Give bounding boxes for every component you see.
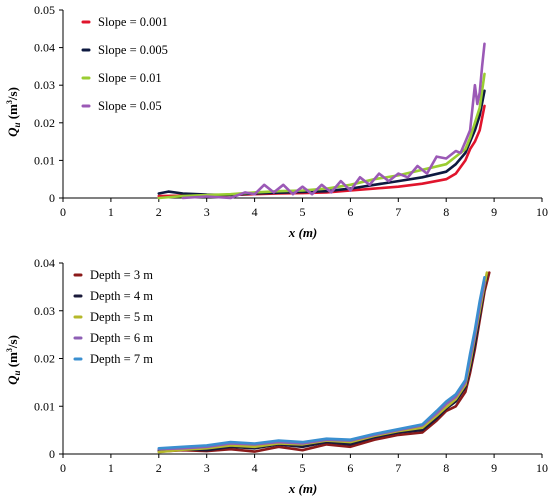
x-tick-label: 6 <box>347 461 353 475</box>
y-tick-label: 0.03 <box>34 304 55 318</box>
y-tick-label: 0.01 <box>34 153 55 167</box>
legend-label: Depth = 5 m <box>90 310 153 324</box>
x-axis-label: x (m) <box>288 481 318 496</box>
x-tick-label: 4 <box>252 461 258 475</box>
x-tick-label: 3 <box>204 461 210 475</box>
y-tick-label: 0.01 <box>34 399 55 413</box>
legend: Depth = 3 m Depth = 4 m Depth = 5 m Depth =… <box>73 268 153 366</box>
x-tick-label: 3 <box>204 205 210 219</box>
series-line <box>157 104 486 198</box>
y-tick-label: 0 <box>49 447 55 461</box>
axes <box>59 262 543 458</box>
axes <box>59 9 543 202</box>
x-tick-label: 9 <box>491 461 497 475</box>
y-axis-label: Qu (m3/s) <box>5 87 22 137</box>
legend-label: Slope = 0.05 <box>98 99 162 113</box>
series-group <box>157 271 491 454</box>
series-line <box>157 280 486 451</box>
x-tick-label: 1 <box>108 461 114 475</box>
x-tick-label: 1 <box>108 205 114 219</box>
chart-depth: 0 1 2 3 4 5 6 7 8 9 10 0 0.01 0.02 0.03 0.04 Depth = 3 … <box>5 256 548 496</box>
x-tick-label: 0 <box>60 461 66 475</box>
legend-label: Slope = 0.01 <box>98 71 162 85</box>
legend-label: Depth = 4 m <box>90 289 153 303</box>
y-tick-label: 0.03 <box>34 78 55 92</box>
x-tick-label: 0 <box>60 205 66 219</box>
chart-slope: 0 1 2 3 4 5 6 7 8 9 10 0 0.01 0.02 0.03 0.04 0.05 Slope … <box>5 3 548 240</box>
x-tick-label: 7 <box>395 461 401 475</box>
series-line <box>157 276 486 450</box>
series-line <box>157 273 489 452</box>
x-tick-label: 10 <box>536 205 548 219</box>
series-line <box>157 271 491 453</box>
x-tick-label: 6 <box>347 205 353 219</box>
y-axis-label: Qu (m3/s) <box>5 335 22 385</box>
x-tick-label: 5 <box>300 461 306 475</box>
tick-labels: 0 1 2 3 4 5 6 7 8 9 10 0 0.01 0.02 0.03 0.04 <box>34 256 548 475</box>
tick-labels: 0 1 2 3 4 5 6 7 8 9 10 0 0.01 0.02 0.03 0.04 0.05 <box>34 3 548 219</box>
legend: Slope = 0.001 Slope = 0.005 Slope = 0.01 Sl… <box>81 15 168 113</box>
series-line <box>157 271 489 454</box>
y-tick-label: 0 <box>49 191 55 205</box>
legend-label: Depth = 7 m <box>90 352 153 366</box>
x-tick-label: 8 <box>443 205 449 219</box>
x-tick-label: 2 <box>156 205 162 219</box>
x-tick-label: 7 <box>395 205 401 219</box>
x-tick-label: 9 <box>491 205 497 219</box>
x-axis-label: x (m) <box>288 225 318 240</box>
y-tick-label: 0.02 <box>34 116 55 130</box>
y-tick-label: 0.04 <box>34 256 55 270</box>
x-tick-label: 4 <box>252 205 258 219</box>
x-tick-label: 10 <box>536 461 548 475</box>
y-tick-label: 0.02 <box>34 352 55 366</box>
legend-label: Slope = 0.001 <box>98 15 168 29</box>
series-line <box>157 89 486 197</box>
x-tick-label: 2 <box>156 461 162 475</box>
y-tick-label: 0.04 <box>34 41 55 55</box>
legend-label: Depth = 6 m <box>90 331 153 345</box>
series-group <box>157 42 486 200</box>
x-tick-label: 5 <box>300 205 306 219</box>
legend-label: Slope = 0.005 <box>98 43 168 57</box>
y-tick-label: 0.05 <box>34 3 55 17</box>
x-tick-label: 8 <box>443 461 449 475</box>
legend-label: Depth = 3 m <box>90 268 153 282</box>
series-line <box>157 72 486 200</box>
series-line <box>181 42 486 200</box>
